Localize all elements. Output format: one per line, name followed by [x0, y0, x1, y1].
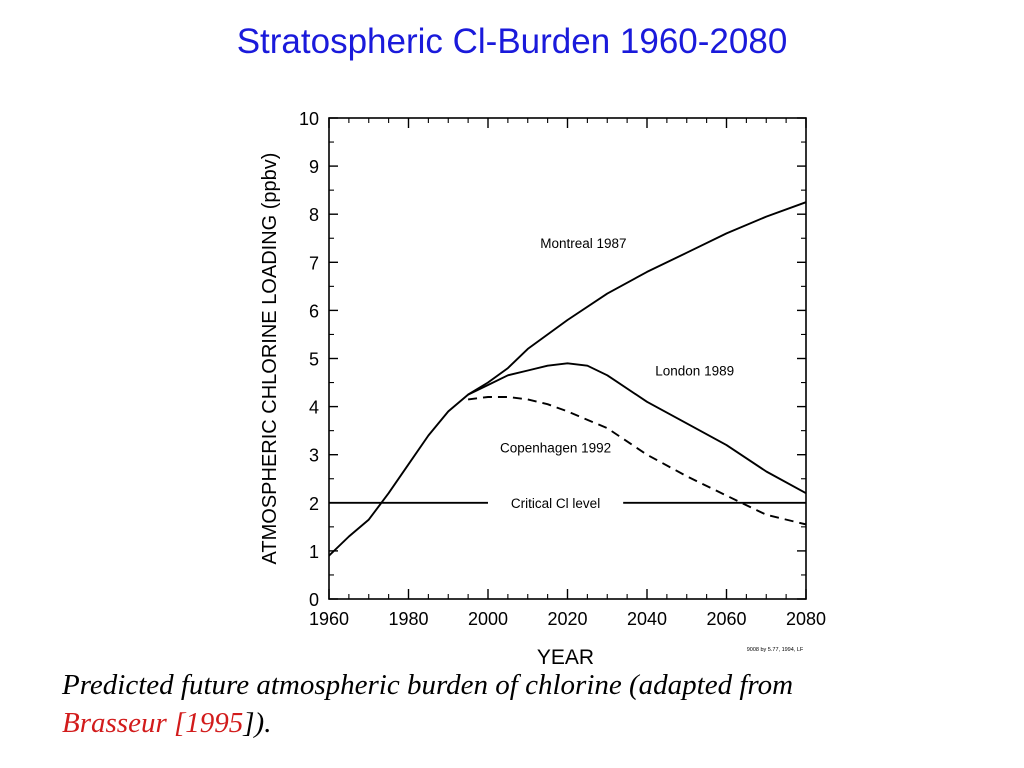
- x-axis-label: YEAR: [537, 646, 594, 669]
- credit-mark: 9008 by 5.77, 1994, LF: [747, 647, 804, 653]
- x-tick-label: 2020: [547, 609, 587, 629]
- x-tick-label: 1980: [388, 609, 428, 629]
- x-tick-label: 2060: [706, 609, 746, 629]
- y-tick-label: 9: [309, 157, 319, 177]
- series-line-copenhagen-1992: [467, 396, 806, 526]
- y-tick-label: 2: [309, 494, 319, 514]
- caption-end: ]).: [243, 707, 272, 739]
- annotation-knockout: [487, 493, 624, 512]
- annotation-critical-cl-level: Critical Cl level: [511, 496, 600, 511]
- y-tick-label: 8: [309, 205, 319, 225]
- y-tick-label: 0: [309, 590, 319, 610]
- y-axis-label: ATMOSPHERIC CHLORINE LOADING (ppbv): [259, 153, 281, 565]
- y-tick-label: 10: [299, 109, 319, 129]
- x-tick-label: 1960: [309, 609, 349, 629]
- y-tick-label: 7: [309, 253, 319, 273]
- y-tick-label: 4: [309, 398, 319, 418]
- y-tick-label: 1: [309, 542, 319, 562]
- annotation-london-1989: London 1989: [655, 364, 734, 379]
- series-line-montreal-1987: [329, 201, 806, 557]
- figure-caption: Predicted future atmospheric burden of c…: [62, 666, 962, 742]
- y-tick-label: 5: [309, 350, 319, 370]
- plot-frame: [328, 117, 807, 600]
- annotation-knockout: [531, 234, 636, 253]
- x-tick-label: 2080: [786, 609, 826, 629]
- caption-text: Predicted future atmospheric burden of c…: [62, 669, 794, 701]
- annotation-copenhagen-1992: Copenhagen 1992: [500, 440, 611, 455]
- annotation-knockout: [649, 361, 740, 380]
- caption-reference: Brasseur [1995: [62, 707, 244, 739]
- annotation-knockout: [495, 438, 616, 457]
- x-tick-label: 2040: [627, 609, 667, 629]
- x-tick-label: 2000: [468, 609, 508, 629]
- y-tick-label: 3: [309, 446, 319, 466]
- y-tick-label: 6: [309, 301, 319, 321]
- series-line-london-1989: [467, 362, 806, 495]
- slide-title: Stratospheric Cl-Burden 1960-2080: [236, 22, 788, 61]
- annotation-montreal-1987: Montreal 1987: [540, 236, 626, 251]
